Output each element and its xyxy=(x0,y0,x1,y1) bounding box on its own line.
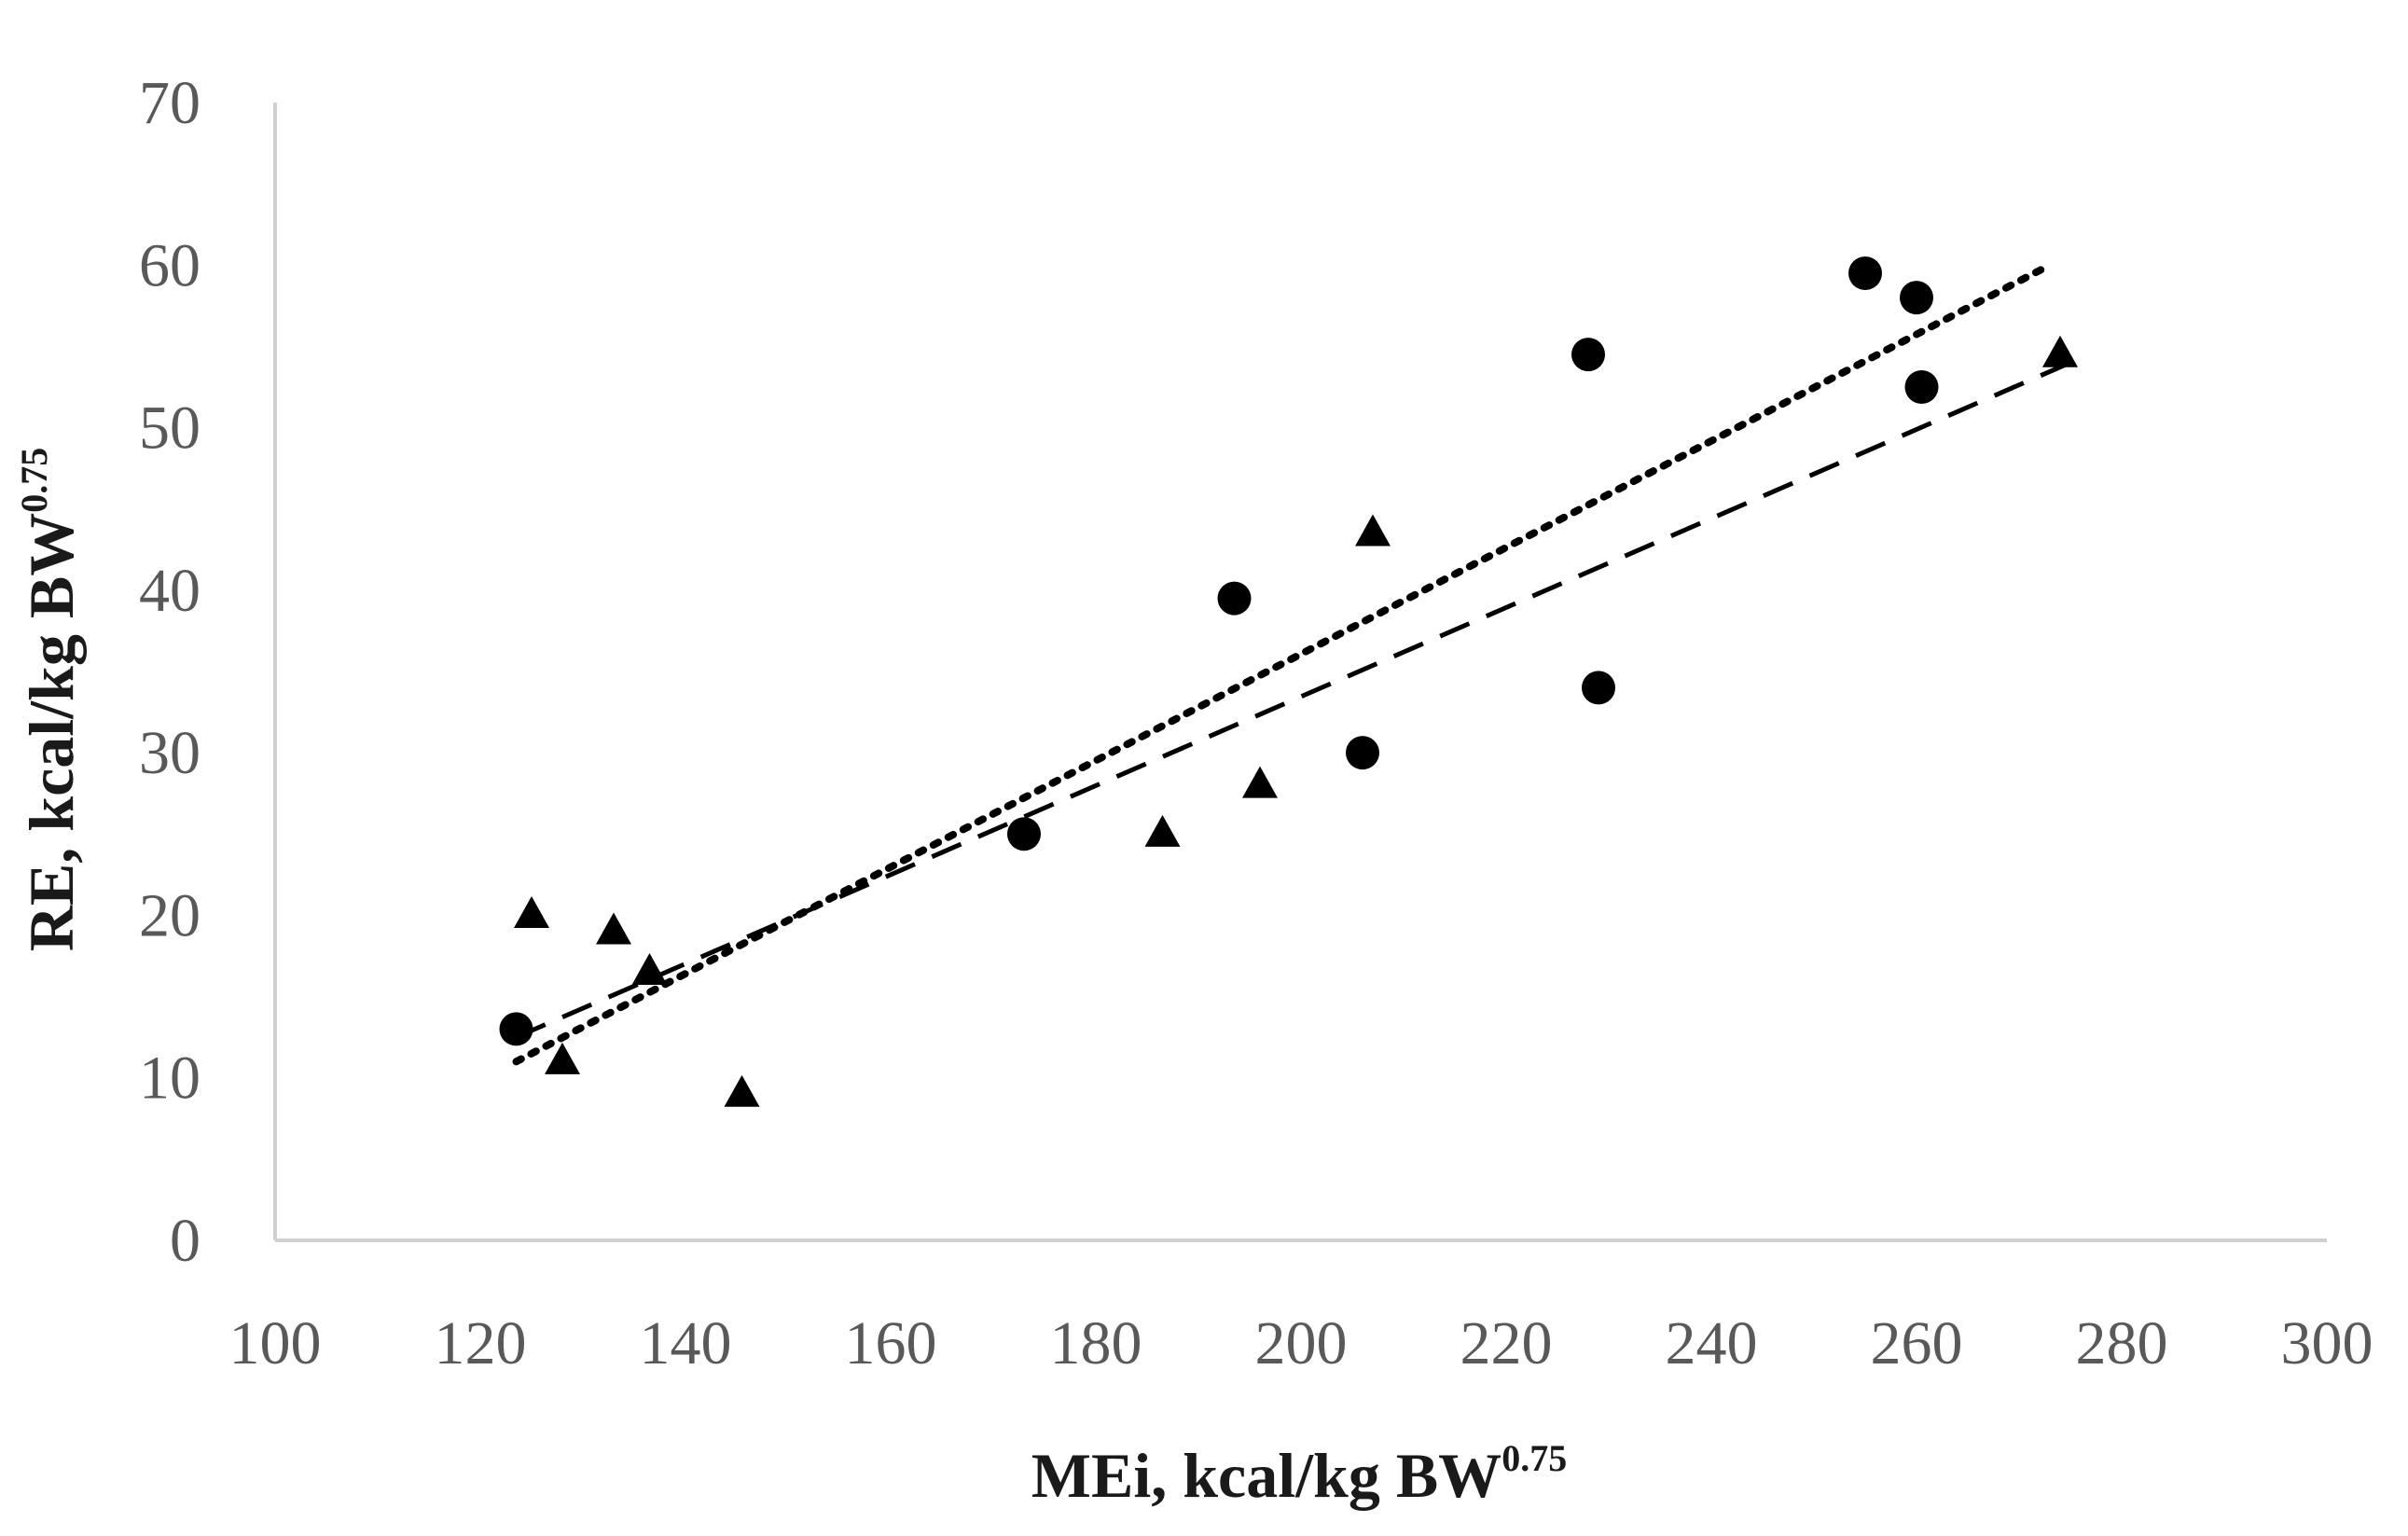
y-tick-label: 0 xyxy=(170,1207,201,1275)
x-axis-title: MEi, kcal/kg BW0.75 xyxy=(1031,1437,1567,1511)
circle-marker xyxy=(1571,338,1605,372)
circle-marker xyxy=(1346,736,1379,770)
x-tick-label: 120 xyxy=(435,1309,527,1377)
triangle-marker xyxy=(1355,514,1391,547)
triangle-marker xyxy=(514,896,549,929)
triangle-marker xyxy=(596,912,631,945)
x-tick-label: 280 xyxy=(2076,1309,2168,1377)
y-tick-label: 50 xyxy=(139,394,201,463)
y-axis-title-superscript: 0.75 xyxy=(13,448,55,513)
circle-marker xyxy=(1007,817,1041,851)
triangle-marker xyxy=(1144,814,1181,847)
x-tick-label: 300 xyxy=(2281,1309,2373,1377)
circle-marker xyxy=(1848,256,1882,290)
x-tick-label: 100 xyxy=(229,1309,322,1377)
triangle-marker xyxy=(631,953,668,986)
circle-marker xyxy=(1582,671,1615,705)
y-tick-label: 70 xyxy=(139,69,201,137)
data-markers xyxy=(499,256,2078,1107)
trendlines xyxy=(512,261,2071,1066)
axes xyxy=(273,103,2327,1242)
circle-marker xyxy=(1904,370,1939,404)
x-axis-title-superscript: 0.75 xyxy=(1502,1437,1567,1479)
x-tick-label: 220 xyxy=(1460,1309,1553,1377)
x-axis-title-text: MEi, kcal/kg BW xyxy=(1031,1440,1502,1511)
trendline-dashed xyxy=(515,360,2071,1040)
y-tick-label: 10 xyxy=(139,1045,201,1113)
circle-marker xyxy=(1217,581,1252,616)
y-axis-title: RE, kcal/kg BW0.75 xyxy=(13,448,87,951)
x-tick-label: 200 xyxy=(1255,1309,1348,1377)
y-tick-label: 60 xyxy=(139,231,201,299)
x-tick-label: 260 xyxy=(1871,1309,1963,1377)
trendline-dotted xyxy=(512,261,2054,1066)
y-tick-label: 20 xyxy=(139,881,201,949)
triangle-marker xyxy=(724,1074,760,1107)
y-axis-title-text: RE, kcal/kg BW xyxy=(16,513,87,951)
x-tick-label: 240 xyxy=(1666,1309,1758,1377)
x-tick-label: 160 xyxy=(845,1309,937,1377)
circle-marker xyxy=(499,1012,533,1046)
tick-labels: 100 120 140 160 180 200 220 240 260 280 300 0 10 20 30… xyxy=(139,69,2373,1377)
x-tick-label: 180 xyxy=(1050,1309,1142,1377)
x-tick-label: 140 xyxy=(640,1309,732,1377)
y-tick-label: 40 xyxy=(139,557,201,625)
triangle-marker xyxy=(545,1042,580,1074)
triangle-marker xyxy=(2042,335,2078,367)
triangle-marker xyxy=(1242,766,1278,798)
circle-marker xyxy=(1900,281,1933,315)
y-tick-label: 30 xyxy=(139,719,201,787)
